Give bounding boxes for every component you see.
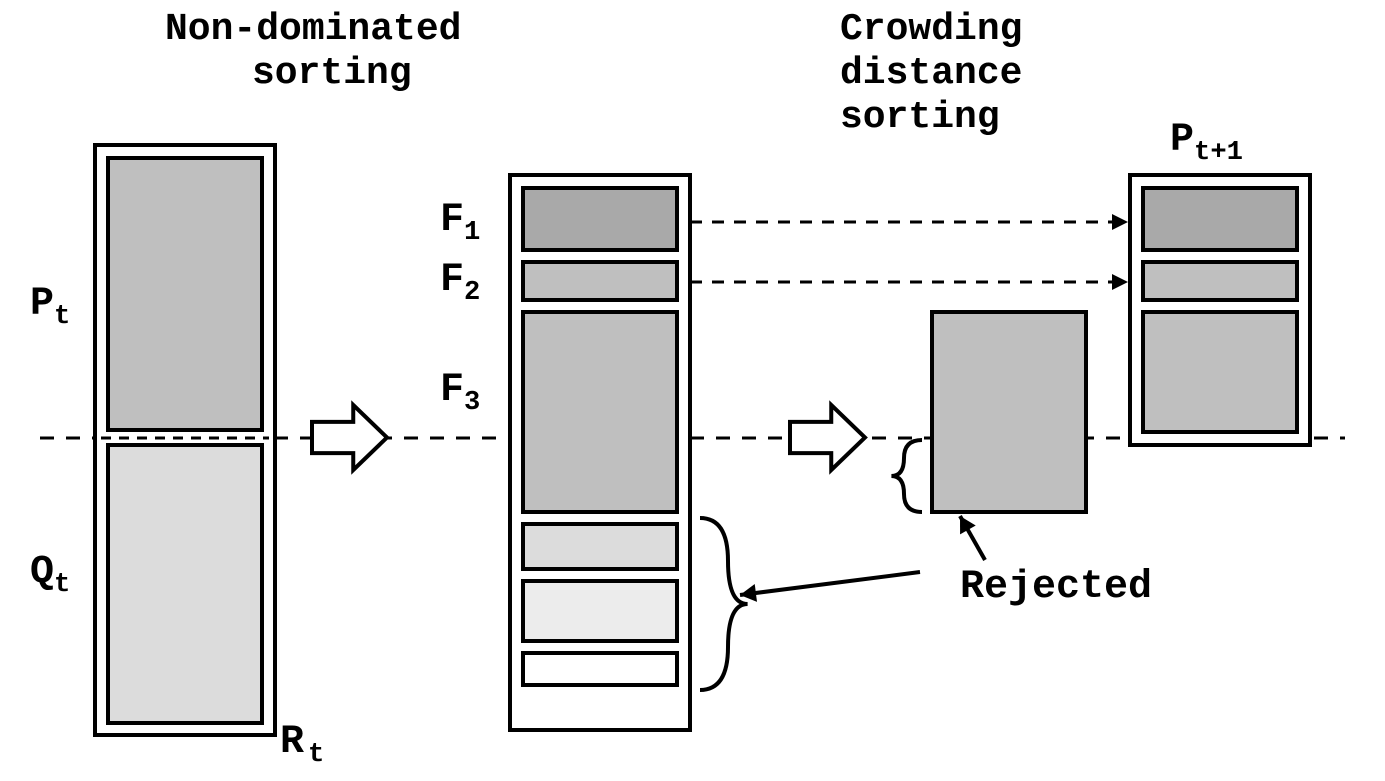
rejected-arrow-up-head	[960, 516, 976, 534]
title-cds: Crowding	[840, 8, 1022, 51]
title-nds-2: sorting	[252, 52, 412, 95]
label-Qt: Qt	[30, 550, 70, 600]
label-Pt: Pt	[30, 282, 70, 332]
arrow-nds	[312, 405, 387, 470]
mid-block-F2	[523, 262, 677, 300]
dashed-arrowhead-0	[1112, 214, 1128, 230]
mid-block-F5	[523, 581, 677, 641]
mid-container	[510, 175, 690, 730]
title-cds-2: distance	[840, 52, 1022, 95]
mid-block-F3	[523, 312, 677, 512]
arrow-cds	[790, 405, 865, 470]
rejected-arrow-left	[740, 572, 920, 595]
rejected-arrow-up	[960, 516, 985, 560]
mid-block-F4	[523, 524, 677, 569]
title-cds-3: sorting	[840, 96, 1000, 139]
mid-block-F1	[523, 188, 677, 250]
dashed-arrowhead-1	[1112, 274, 1128, 290]
label-F1: F1	[440, 198, 480, 248]
title-nds: Non-dominated	[165, 8, 461, 51]
rejected-arrow-left-head	[740, 584, 757, 602]
f3-split-block	[932, 312, 1086, 512]
right-block-0	[1143, 188, 1297, 250]
right-block-1	[1143, 262, 1297, 300]
label-Rt: Rt	[280, 720, 324, 770]
brace-rejected-large	[700, 518, 748, 690]
right-container	[1130, 175, 1310, 445]
label-rejected: Rejected	[960, 565, 1152, 610]
left-container	[95, 145, 275, 735]
label-Pt1: Pt+1	[1170, 118, 1243, 168]
label-F3: F3	[440, 368, 480, 418]
label-F2: F2	[440, 258, 480, 308]
block-Qt	[108, 445, 262, 723]
right-block-2	[1143, 312, 1297, 432]
brace-rejected-small	[891, 440, 922, 512]
block-Pt	[108, 158, 262, 430]
mid-block-F6	[523, 653, 677, 685]
